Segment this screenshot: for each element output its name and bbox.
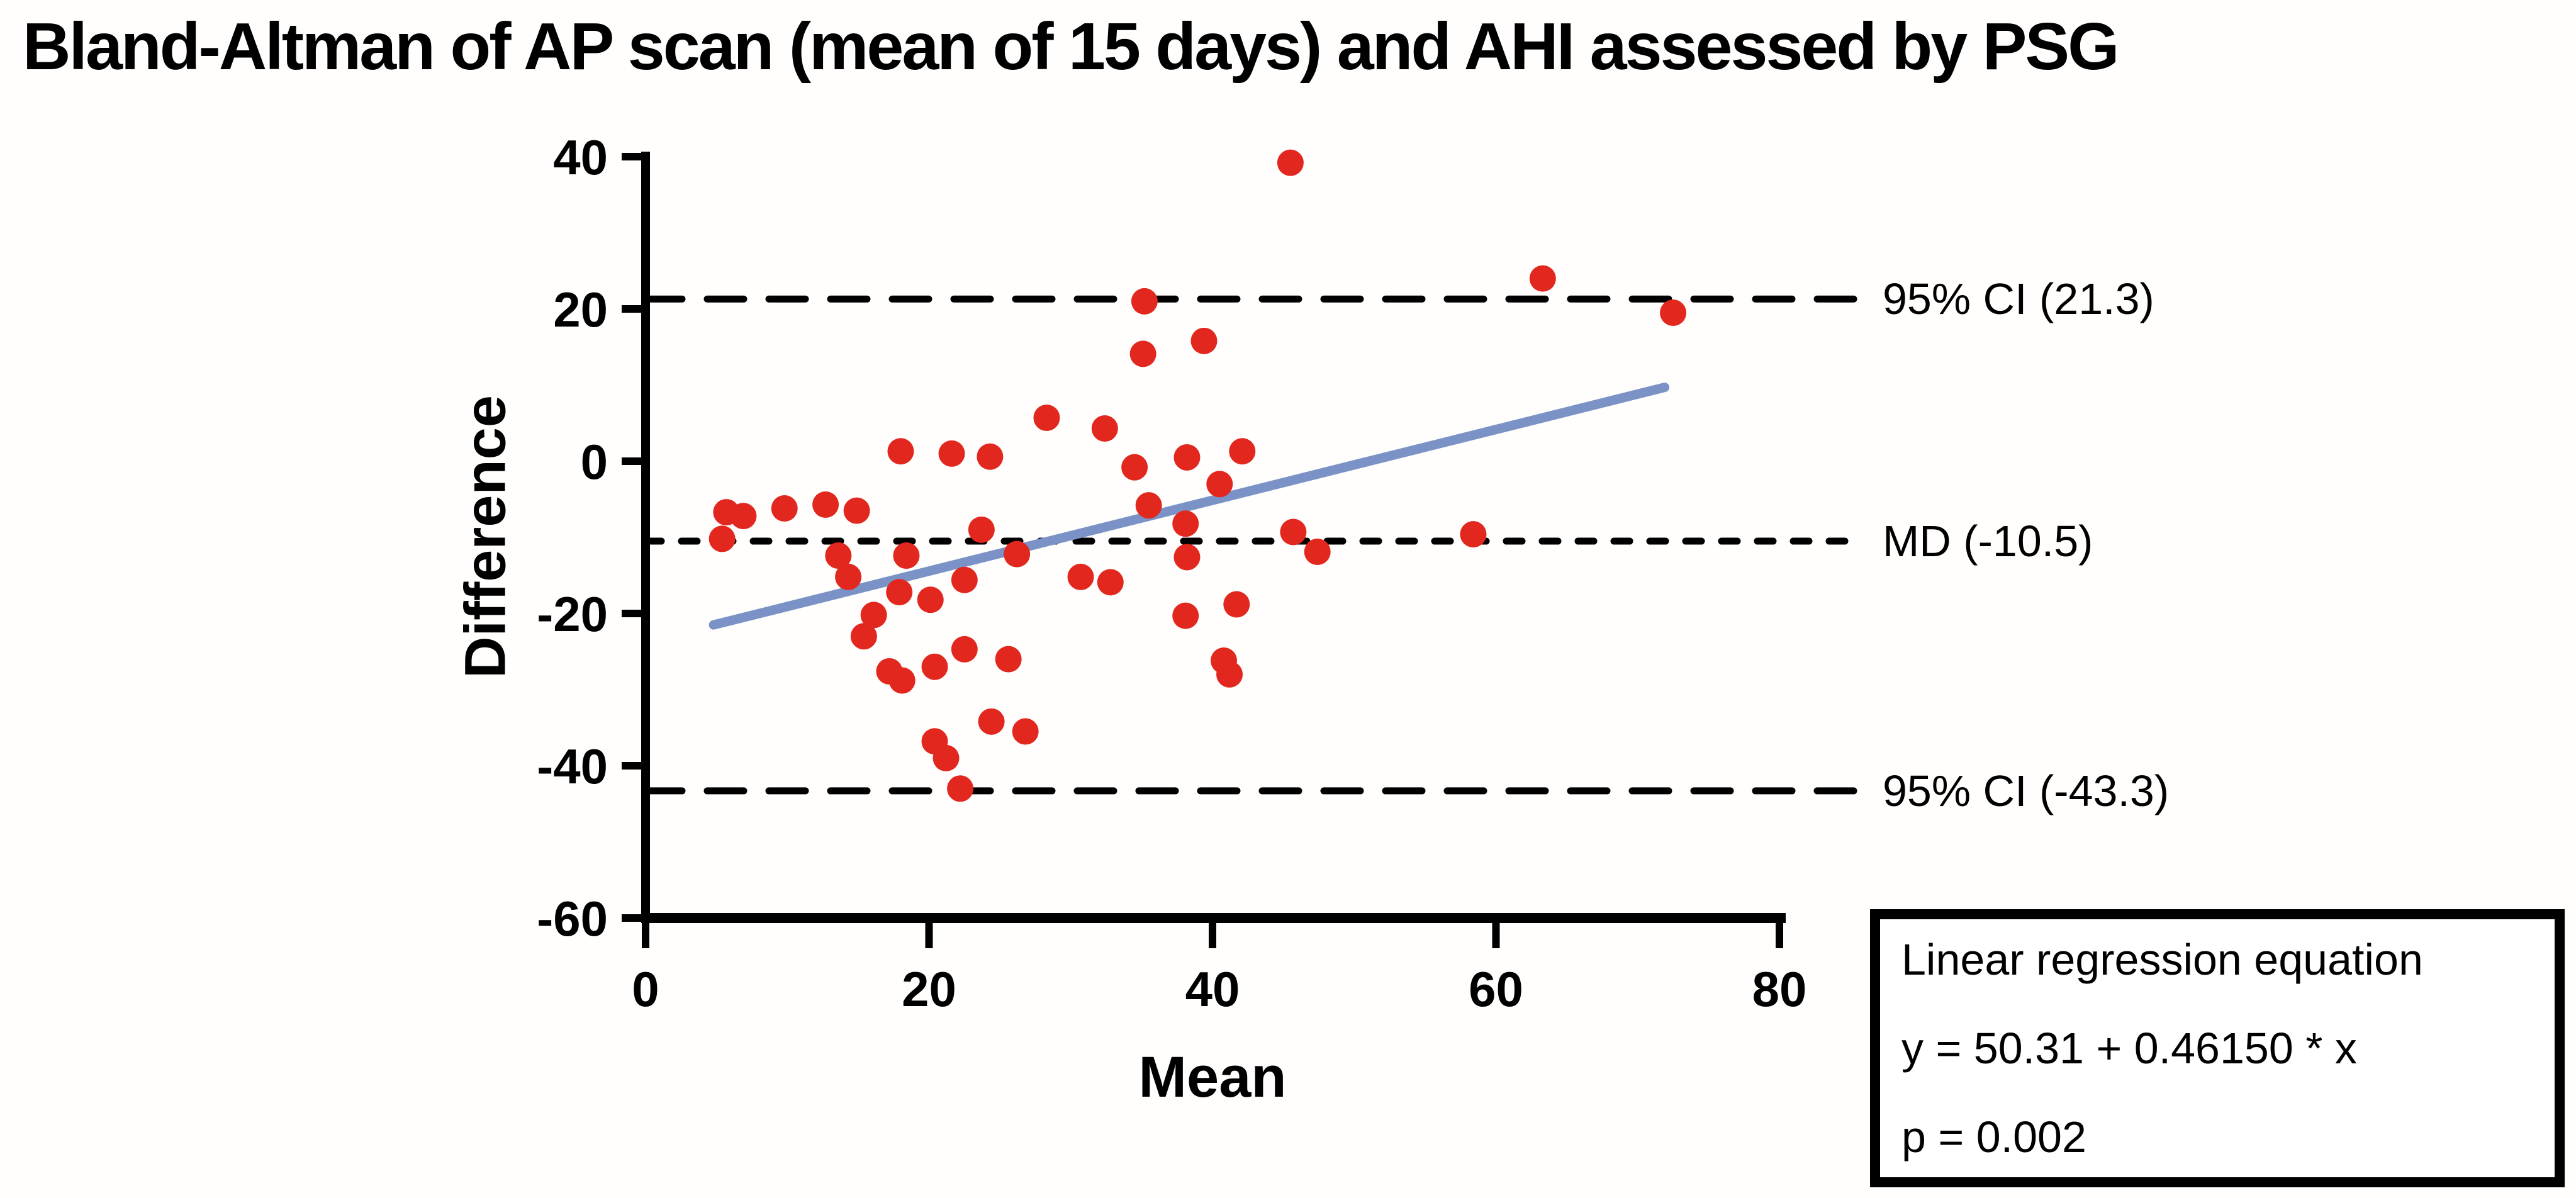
y-tick-label: -60 xyxy=(537,891,608,946)
y-tick-label: 0 xyxy=(581,434,608,490)
y-tick-label: -40 xyxy=(537,739,608,794)
data-point xyxy=(1277,149,1304,176)
data-point xyxy=(978,708,1005,735)
data-point xyxy=(1012,718,1039,745)
data-point xyxy=(1206,471,1233,498)
x-axis-title: Mean xyxy=(1138,1045,1287,1109)
chart-title: Bland-Altman of AP scan (mean of 15 days… xyxy=(23,9,2120,84)
data-point xyxy=(947,775,974,802)
data-point xyxy=(1097,569,1124,596)
x-tick-label: 80 xyxy=(1752,961,1807,1017)
regression-info-box: Linear regression equation y = 50.31 + 0… xyxy=(1870,909,2565,1187)
data-point xyxy=(1172,602,1199,629)
data-point xyxy=(951,566,978,593)
data-point xyxy=(1173,544,1201,571)
data-point xyxy=(730,503,757,530)
data-point xyxy=(1172,510,1199,537)
data-point xyxy=(843,497,870,524)
data-point xyxy=(1121,454,1148,481)
data-point xyxy=(812,491,839,518)
data-point xyxy=(1033,405,1060,432)
regression-p-value: p = 0.002 xyxy=(1901,1112,2086,1162)
data-point xyxy=(1091,415,1118,442)
data-point xyxy=(771,495,798,522)
y-tick-label: 20 xyxy=(553,282,608,337)
data-point xyxy=(860,602,887,629)
x-tick-label: 60 xyxy=(1469,961,1523,1017)
data-point xyxy=(995,646,1022,673)
x-tick-label: 20 xyxy=(902,961,956,1017)
data-point xyxy=(708,525,736,552)
data-point xyxy=(1135,492,1162,519)
data-point xyxy=(1280,518,1307,546)
data-point xyxy=(1304,538,1331,565)
data-point xyxy=(1131,288,1158,315)
data-point xyxy=(835,563,862,590)
upper-ci-label: 95% CI (21.3) xyxy=(1883,274,2154,324)
data-point xyxy=(921,653,948,680)
data-point xyxy=(886,579,913,606)
data-point xyxy=(932,744,960,771)
data-point xyxy=(968,516,995,543)
data-point xyxy=(825,542,852,569)
data-point xyxy=(1004,540,1031,568)
data-point xyxy=(1190,327,1218,354)
data-point xyxy=(938,440,965,467)
regression-box-heading: Linear regression equation xyxy=(1901,935,2423,984)
data-point xyxy=(893,542,920,569)
data-point xyxy=(887,438,914,465)
mean-difference-label: MD (-10.5) xyxy=(1883,517,2093,566)
y-axis-title: Difference xyxy=(453,395,518,678)
y-tick-label: -20 xyxy=(537,586,608,642)
data-point xyxy=(917,586,944,613)
data-point xyxy=(1223,591,1250,618)
lower-ci-label: 95% CI (-43.3) xyxy=(1883,766,2170,815)
data-point xyxy=(951,635,978,663)
data-point xyxy=(1460,521,1487,548)
data-point xyxy=(1216,661,1243,688)
data-point xyxy=(1660,300,1687,327)
data-point xyxy=(1229,438,1256,465)
data-point xyxy=(1529,265,1556,292)
data-point xyxy=(1067,563,1094,590)
data-point xyxy=(977,443,1004,470)
data-point xyxy=(1173,444,1201,471)
y-tick-label: 40 xyxy=(553,130,608,185)
data-point xyxy=(1129,340,1156,367)
x-tick-label: 0 xyxy=(632,961,659,1017)
x-tick-label: 40 xyxy=(1185,961,1240,1017)
data-point xyxy=(888,667,916,694)
data-point xyxy=(850,623,877,650)
regression-equation: y = 50.31 + 0.46150 * x xyxy=(1901,1024,2357,1073)
regression-line xyxy=(708,383,1670,630)
